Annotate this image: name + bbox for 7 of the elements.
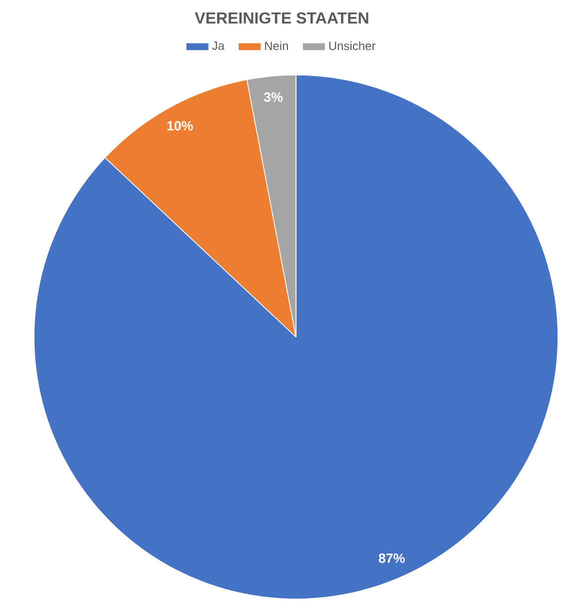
data-label: 87%	[378, 553, 405, 563]
legend-label: Unsicher	[329, 41, 376, 50]
legend-label: Ja	[212, 42, 225, 50]
chart-title: VEREINIGTE STAATEN	[194, 12, 368, 24]
legend-label: Nein	[265, 41, 288, 50]
data-label: 3%	[264, 92, 283, 102]
data-label: 10%	[167, 121, 193, 130]
